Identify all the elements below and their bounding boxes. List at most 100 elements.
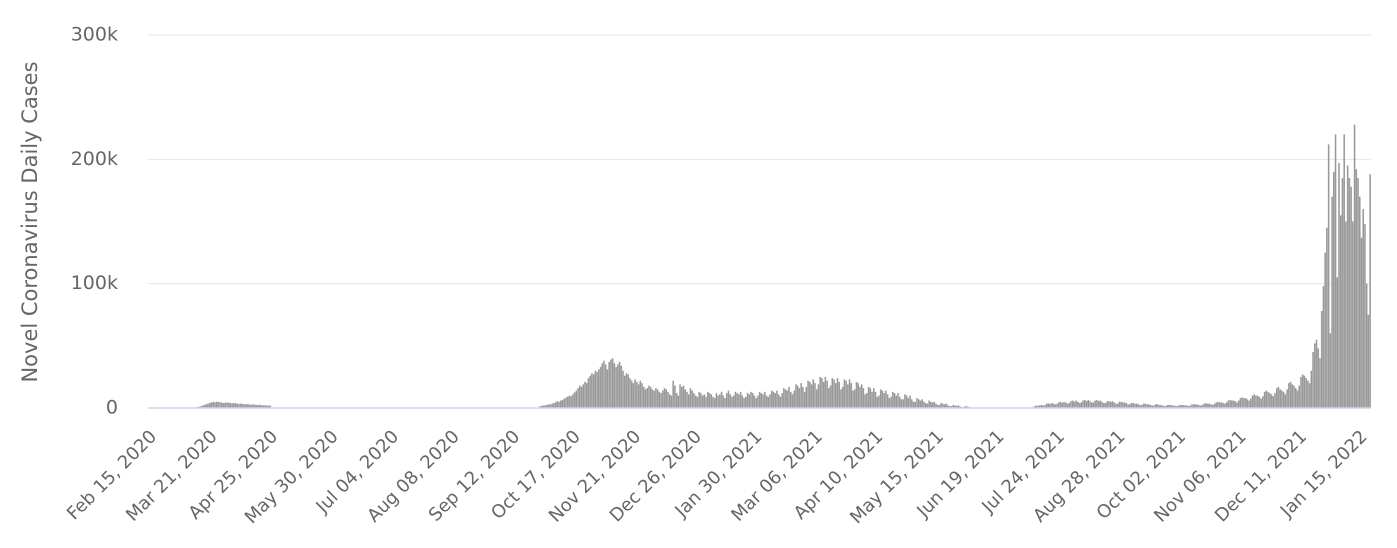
bar <box>1052 403 1055 408</box>
bar <box>1253 394 1256 408</box>
bar <box>1113 402 1115 408</box>
bar <box>677 395 680 408</box>
bar <box>840 389 842 408</box>
bar <box>810 384 813 408</box>
bar <box>1308 383 1311 408</box>
bar <box>1300 376 1302 408</box>
bar <box>681 386 683 408</box>
bar <box>793 390 796 408</box>
bar <box>1085 401 1088 408</box>
bar <box>608 361 610 408</box>
bar <box>1045 403 1048 408</box>
bar <box>601 363 604 408</box>
bar <box>241 403 244 408</box>
bar <box>585 383 588 408</box>
bar <box>646 388 648 408</box>
bar <box>1106 401 1109 408</box>
bar <box>594 370 597 408</box>
bar <box>617 364 619 408</box>
bar <box>651 389 654 408</box>
bar <box>580 386 583 408</box>
bar <box>888 398 891 408</box>
bar <box>668 394 671 408</box>
bar <box>234 403 237 408</box>
bar <box>1096 399 1098 408</box>
bar <box>269 405 271 408</box>
bar <box>627 374 629 408</box>
bar <box>788 386 790 408</box>
bar <box>933 401 936 408</box>
bar <box>262 405 265 408</box>
bar <box>727 390 730 408</box>
bar <box>549 404 552 408</box>
bar <box>1035 405 1038 408</box>
bar <box>914 401 917 408</box>
bar <box>1237 400 1240 408</box>
bar <box>1137 404 1140 408</box>
bar <box>558 401 560 408</box>
bar <box>226 402 228 408</box>
bar <box>265 405 268 408</box>
bar <box>912 401 915 408</box>
bar <box>1199 405 1202 408</box>
bar <box>231 403 233 408</box>
bar <box>694 395 697 408</box>
bar <box>1056 403 1058 408</box>
bar <box>1201 404 1204 408</box>
bar <box>1191 404 1193 408</box>
bar <box>1315 339 1318 408</box>
bar <box>1179 404 1181 408</box>
bar <box>1239 398 1242 408</box>
bar <box>847 384 849 408</box>
bar <box>1289 381 1292 408</box>
bar <box>860 384 863 408</box>
bar <box>1040 404 1043 408</box>
bar <box>902 399 904 408</box>
bar <box>876 396 879 408</box>
bar <box>753 395 756 408</box>
bar <box>257 405 259 408</box>
bar <box>942 403 944 408</box>
bar <box>1301 374 1304 408</box>
bar <box>1329 333 1332 408</box>
bar <box>620 365 623 408</box>
bar <box>924 403 927 408</box>
bar <box>724 398 726 408</box>
y-tick-label: 100k <box>71 272 118 294</box>
bar <box>784 389 787 408</box>
bar <box>547 404 550 408</box>
bar <box>252 404 254 408</box>
bar <box>1231 400 1233 408</box>
bar <box>900 399 903 408</box>
bar <box>1104 403 1107 408</box>
bar <box>807 380 809 408</box>
bar <box>203 404 206 408</box>
bar <box>713 398 716 408</box>
bar <box>1154 404 1157 408</box>
bar <box>264 405 266 408</box>
bar <box>916 398 918 408</box>
bar <box>765 395 768 408</box>
bar <box>570 396 572 408</box>
bar <box>1127 404 1129 408</box>
bar <box>855 381 858 408</box>
bar <box>831 378 834 408</box>
bar <box>1186 405 1188 408</box>
bar <box>1108 401 1110 408</box>
bar <box>1346 165 1349 408</box>
bar <box>1054 404 1057 408</box>
bar <box>923 401 925 408</box>
bar <box>693 393 695 408</box>
bar <box>220 402 223 408</box>
bar <box>700 393 702 408</box>
y-axis-title: Novel Coronavirus Daily Cases <box>18 61 42 382</box>
bar <box>542 405 545 408</box>
bar <box>227 402 230 408</box>
bar <box>696 396 699 408</box>
bar <box>1051 403 1053 408</box>
bar <box>779 396 782 408</box>
bar <box>1217 401 1219 408</box>
bar <box>1144 403 1147 408</box>
bar <box>1312 352 1314 408</box>
bar <box>909 395 911 408</box>
